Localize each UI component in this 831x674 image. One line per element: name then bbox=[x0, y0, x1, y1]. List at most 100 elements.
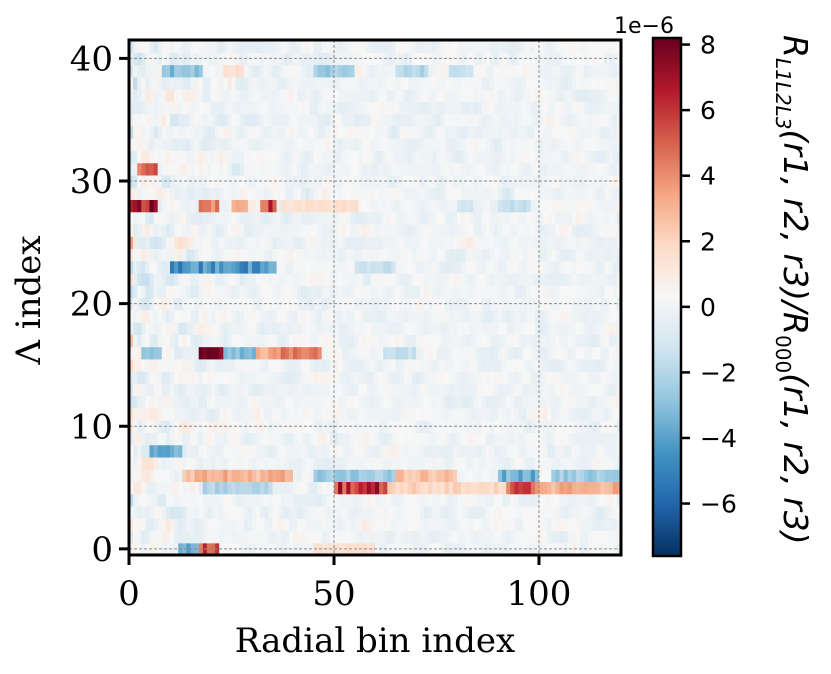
heatmap-cell bbox=[608, 64, 614, 78]
heatmap-cell bbox=[395, 309, 401, 323]
heatmap-cell bbox=[256, 64, 261, 78]
heatmap-cell bbox=[616, 260, 622, 274]
heatmap-cell bbox=[428, 395, 433, 409]
heatmap-cell bbox=[526, 444, 532, 458]
heatmap-cell bbox=[411, 40, 417, 53]
heatmap-cell bbox=[383, 125, 388, 139]
heatmap-cell bbox=[391, 395, 397, 409]
heatmap-cell bbox=[375, 530, 380, 544]
heatmap-cell bbox=[432, 358, 438, 372]
heatmap-cell bbox=[174, 358, 179, 372]
heatmap-cell bbox=[252, 469, 257, 483]
heatmap-cell bbox=[506, 493, 511, 507]
heatmap-cell bbox=[526, 358, 532, 372]
heatmap-cell bbox=[354, 493, 360, 507]
heatmap-cell bbox=[383, 530, 388, 544]
heatmap-cell bbox=[399, 493, 405, 507]
heatmap-cell bbox=[321, 272, 327, 286]
heatmap-cell bbox=[256, 297, 261, 311]
heatmap-cell bbox=[272, 101, 278, 115]
heatmap-cell bbox=[260, 481, 265, 495]
heatmap-cell bbox=[510, 138, 515, 151]
heatmap-cell bbox=[596, 481, 602, 495]
heatmap-cell bbox=[198, 101, 204, 115]
heatmap-cell bbox=[481, 211, 487, 225]
heatmap-cell bbox=[149, 371, 155, 384]
heatmap-cell bbox=[539, 211, 544, 225]
heatmap-cell bbox=[403, 40, 409, 53]
heatmap-cell bbox=[206, 101, 212, 115]
heatmap-cell bbox=[387, 383, 392, 397]
heatmap-cell bbox=[379, 444, 384, 458]
heatmap-cell bbox=[563, 64, 569, 78]
heatmap-cell bbox=[485, 199, 491, 213]
heatmap-cell bbox=[457, 285, 462, 299]
heatmap-cell bbox=[243, 285, 249, 299]
heatmap-cell bbox=[485, 346, 491, 360]
heatmap-cell bbox=[428, 40, 433, 53]
heatmap-cell bbox=[256, 493, 261, 507]
heatmap-cell bbox=[416, 272, 421, 286]
heatmap-cell bbox=[580, 481, 585, 495]
heatmap-cell bbox=[543, 322, 548, 335]
heatmap-cell bbox=[383, 309, 388, 323]
heatmap-cell bbox=[485, 64, 491, 78]
heatmap-cell bbox=[436, 150, 442, 164]
heatmap-cell bbox=[559, 260, 565, 274]
heatmap-cell bbox=[522, 469, 528, 483]
heatmap-cell bbox=[243, 481, 249, 495]
heatmap-cell bbox=[391, 211, 397, 225]
heatmap-cell bbox=[481, 260, 487, 274]
heatmap-cell bbox=[539, 89, 544, 102]
heatmap-cell bbox=[334, 236, 339, 250]
heatmap-cell bbox=[362, 505, 368, 519]
heatmap-cell bbox=[260, 518, 265, 532]
heatmap-cell bbox=[297, 383, 302, 397]
heatmap-cell bbox=[284, 40, 290, 53]
heatmap-cell bbox=[575, 248, 581, 262]
heatmap-cell bbox=[293, 371, 298, 384]
heatmap-cell bbox=[338, 64, 343, 78]
heatmap-cell bbox=[588, 187, 593, 200]
heatmap-cell bbox=[518, 223, 524, 237]
heatmap-cell bbox=[362, 322, 368, 335]
heatmap-cell bbox=[510, 346, 515, 360]
heatmap-cell bbox=[129, 334, 134, 348]
heatmap-cell bbox=[596, 383, 602, 397]
heatmap-cell bbox=[379, 150, 384, 164]
heatmap-cell bbox=[243, 260, 249, 274]
heatmap-cell bbox=[485, 113, 491, 127]
heatmap-cell bbox=[387, 223, 392, 237]
heatmap-cell bbox=[461, 407, 466, 421]
heatmap-cell bbox=[403, 518, 409, 532]
heatmap-cell bbox=[264, 334, 269, 348]
heatmap-cell bbox=[223, 469, 228, 483]
heatmap-cell bbox=[206, 444, 212, 458]
heatmap-cell bbox=[473, 407, 479, 421]
heatmap-cell bbox=[588, 138, 593, 151]
heatmap-cell bbox=[575, 481, 581, 495]
heatmap-cell bbox=[526, 223, 532, 237]
heatmap-cell bbox=[170, 395, 175, 409]
heatmap-cell bbox=[469, 432, 474, 446]
heatmap-cell bbox=[190, 40, 196, 53]
heatmap-cell bbox=[452, 260, 458, 274]
heatmap-cell bbox=[407, 162, 413, 176]
heatmap-cell bbox=[493, 346, 499, 360]
heatmap-cell bbox=[264, 469, 269, 483]
heatmap-cell bbox=[288, 530, 294, 544]
heatmap-cell bbox=[407, 187, 413, 200]
heatmap-cell bbox=[243, 89, 249, 102]
heatmap-cell bbox=[469, 199, 474, 213]
heatmap-cell bbox=[477, 113, 483, 127]
heatmap-cell bbox=[452, 481, 458, 495]
heatmap-cell bbox=[510, 101, 515, 115]
heatmap-cell bbox=[137, 223, 142, 237]
heatmap-cell bbox=[137, 334, 142, 348]
heatmap-cell bbox=[293, 346, 298, 360]
heatmap-cell bbox=[247, 211, 253, 225]
heatmap-cell bbox=[346, 236, 351, 250]
heatmap-cell bbox=[260, 432, 265, 446]
heatmap-cell bbox=[604, 199, 610, 213]
heatmap-cell bbox=[211, 211, 216, 225]
